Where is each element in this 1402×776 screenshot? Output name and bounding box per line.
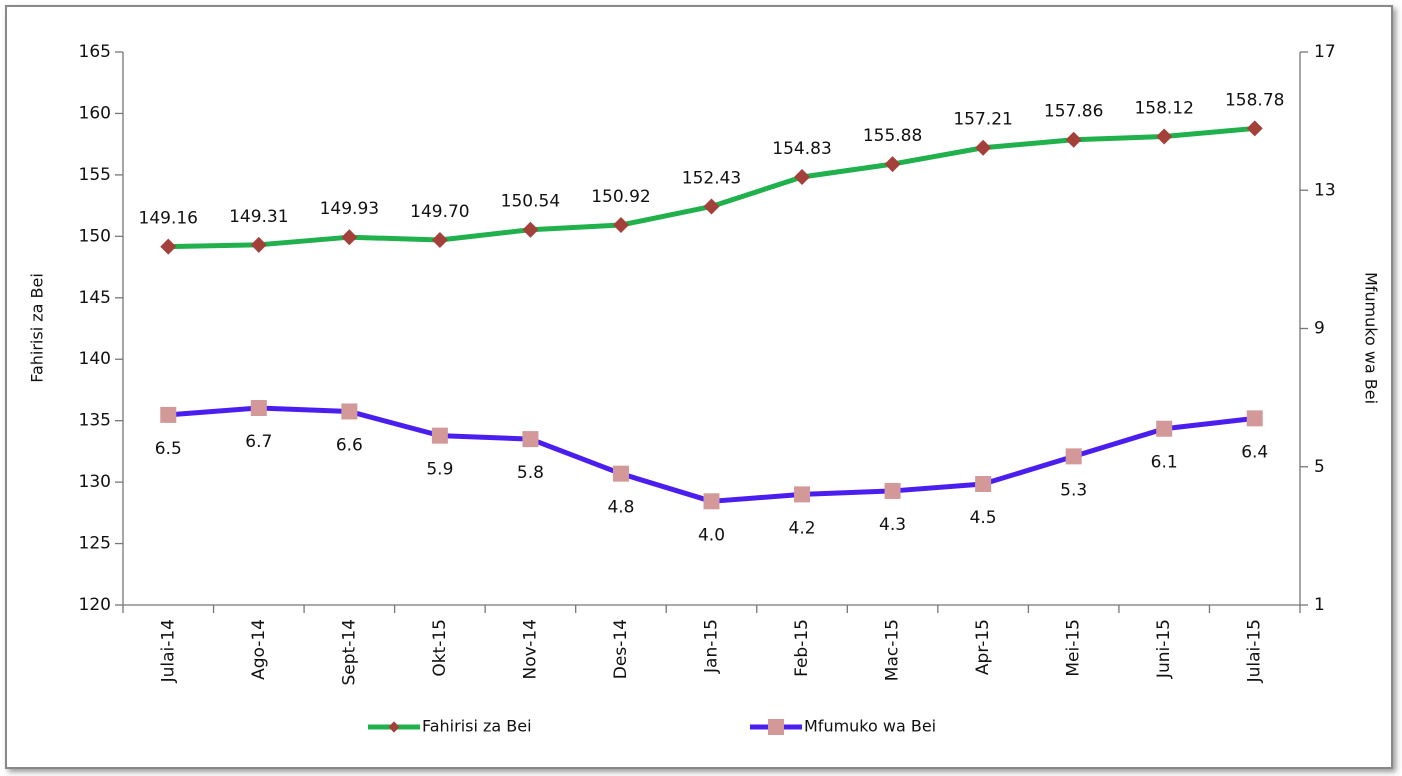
data-label: 149.70	[410, 202, 469, 222]
data-point	[341, 229, 358, 246]
data-label: 6.1	[1151, 453, 1178, 473]
data-point	[1065, 448, 1082, 465]
x-tick-label: Julai-14	[158, 619, 178, 683]
x-tick-label: Jan-15	[702, 619, 722, 674]
y-tick-label: 140	[79, 349, 111, 369]
data-point	[884, 482, 901, 499]
y2-axis-title: Mfumuko wa Bei	[1362, 272, 1381, 404]
data-label: 154.83	[772, 139, 831, 159]
data-point	[975, 139, 992, 156]
data-point	[341, 403, 358, 420]
x-tick-label: Mei-15	[1064, 619, 1084, 677]
y2-tick-label: 9	[1314, 319, 1325, 339]
x-tick-label: Ago-14	[249, 619, 269, 680]
data-point	[431, 232, 448, 249]
y-tick-label: 155	[79, 165, 111, 185]
y2-tick-label: 13	[1314, 180, 1336, 200]
x-tick-label: Juni-15	[1154, 619, 1174, 679]
data-label: 155.88	[863, 126, 922, 146]
legend-marker	[388, 721, 400, 733]
data-point	[884, 156, 901, 173]
y-tick-label: 125	[79, 534, 111, 554]
y-tick-label: 135	[79, 411, 111, 431]
data-point	[1156, 128, 1173, 145]
data-point	[703, 493, 720, 510]
data-point	[703, 198, 720, 215]
y-tick-label: 145	[79, 288, 111, 308]
data-label: 4.0	[698, 525, 725, 545]
legend-label: Fahirisi za Bei	[422, 717, 532, 736]
data-point	[160, 406, 177, 423]
data-label: 150.92	[591, 187, 650, 207]
data-label: 6.7	[245, 432, 272, 452]
y-tick-label: 130	[79, 472, 111, 492]
data-label: 5.9	[426, 460, 453, 480]
x-tick-label: Apr-15	[973, 619, 993, 675]
y-tick-label: 160	[79, 103, 111, 123]
x-tick-label: Mac-15	[883, 619, 903, 681]
data-label: 6.4	[1241, 442, 1268, 462]
y-tick-label: 165	[79, 42, 111, 62]
data-label: 158.12	[1134, 99, 1193, 119]
data-point	[1065, 131, 1082, 148]
y2-tick-label: 1	[1314, 595, 1325, 615]
data-label: 150.54	[501, 192, 560, 212]
chart-frame	[5, 5, 1393, 769]
data-point	[612, 217, 629, 234]
data-point	[794, 486, 811, 503]
data-label: 6.5	[155, 439, 182, 459]
legend-label: Mfumuko wa Bei	[804, 717, 936, 736]
data-label: 4.5	[970, 508, 997, 528]
data-label: 152.43	[682, 168, 741, 188]
data-label: 5.3	[1060, 480, 1087, 500]
x-tick-label: Julai-15	[1245, 619, 1265, 683]
data-point	[612, 465, 629, 482]
data-point	[1156, 420, 1173, 437]
data-label: 4.2	[789, 518, 816, 538]
y2-tick-label: 5	[1314, 457, 1325, 477]
x-tick-label: Sept-14	[339, 619, 359, 685]
x-tick-label: Okt-15	[430, 619, 450, 677]
data-point	[522, 431, 539, 448]
data-point	[250, 399, 267, 416]
data-label: 157.21	[953, 110, 1012, 130]
data-point	[250, 236, 267, 253]
x-tick-label: Feb-15	[792, 619, 812, 677]
data-point	[1246, 120, 1263, 137]
data-point	[431, 427, 448, 444]
y-tick-label: 150	[79, 226, 111, 246]
y-tick-label: 120	[79, 595, 111, 615]
legend-marker	[768, 719, 784, 735]
data-point	[160, 238, 177, 255]
data-point	[522, 221, 539, 238]
data-point	[975, 476, 992, 493]
data-label: 149.16	[139, 209, 198, 229]
data-label: 4.3	[879, 515, 906, 535]
y-axis-title: Fahirisi za Bei	[28, 273, 47, 383]
data-point	[794, 168, 811, 185]
data-label: 4.8	[607, 498, 634, 518]
x-tick-label: Nov-14	[520, 619, 540, 680]
y2-tick-label: 17	[1314, 42, 1336, 62]
data-label: 6.6	[336, 435, 363, 455]
data-label: 158.78	[1225, 90, 1284, 110]
data-label: 149.93	[320, 199, 379, 219]
data-label: 157.86	[1044, 102, 1103, 122]
data-label: 149.31	[229, 207, 288, 227]
data-label: 5.8	[517, 463, 544, 483]
x-tick-label: Des-14	[611, 619, 631, 679]
data-point	[1246, 410, 1263, 427]
